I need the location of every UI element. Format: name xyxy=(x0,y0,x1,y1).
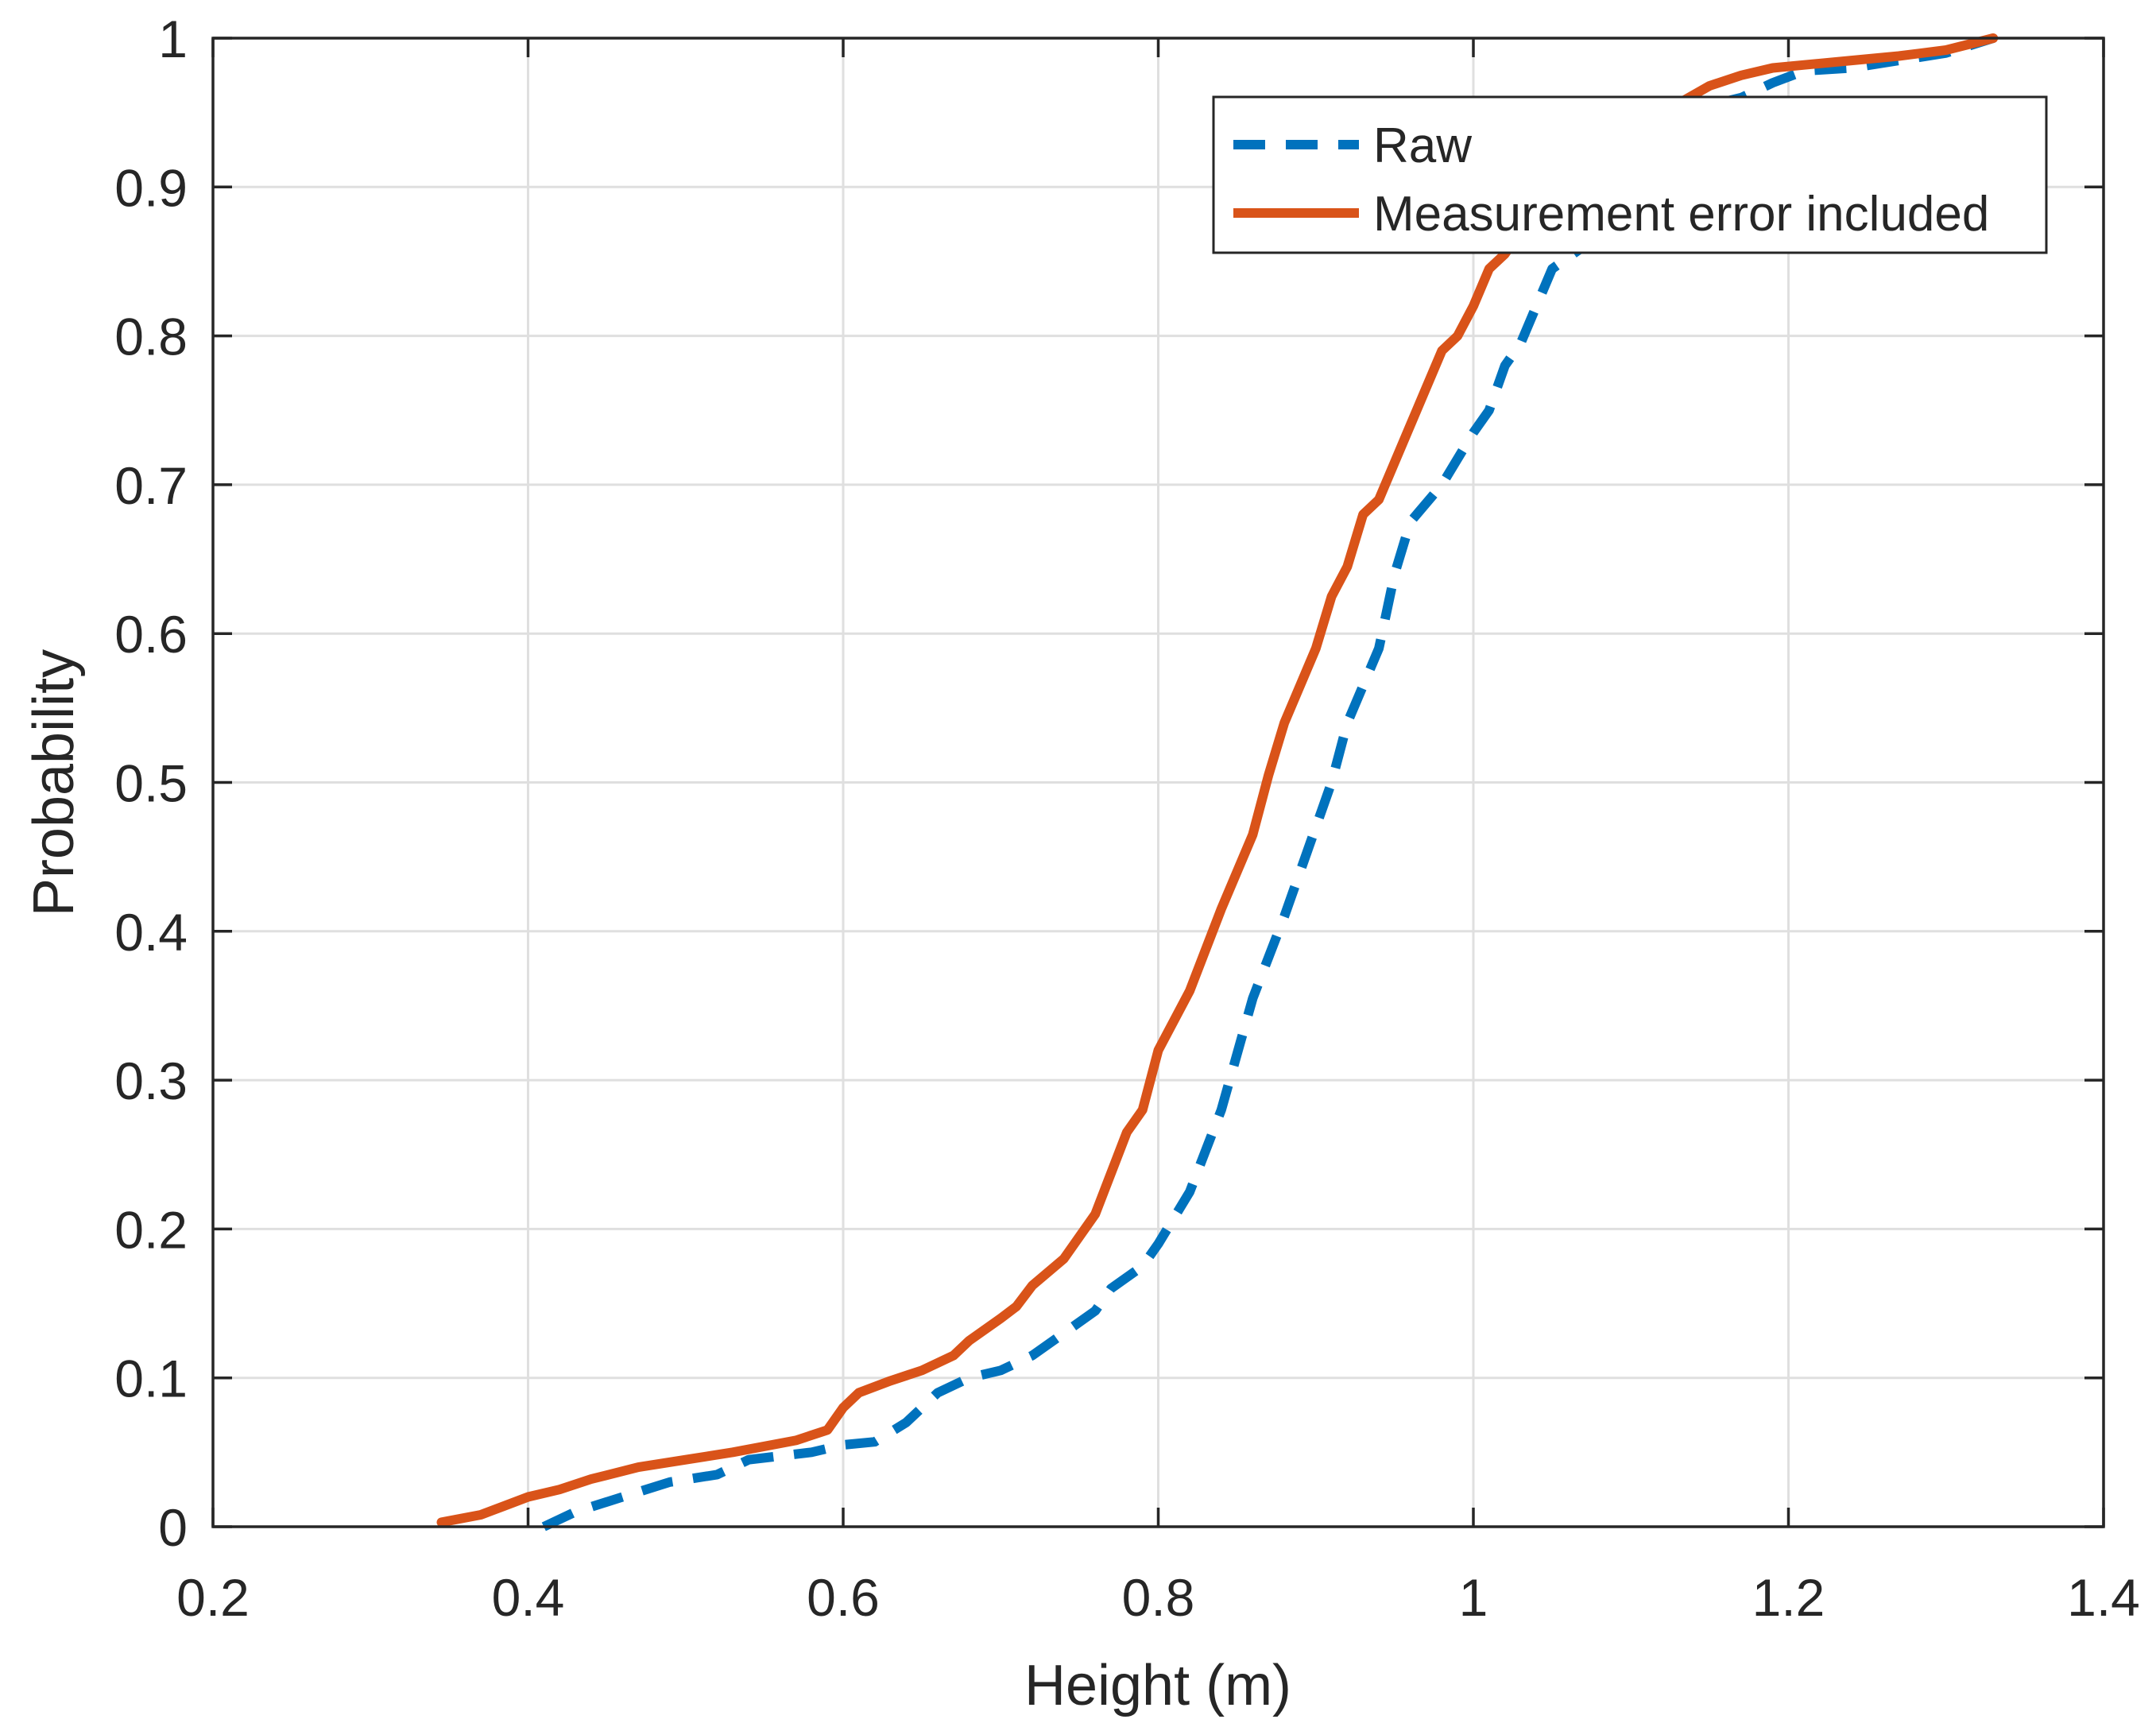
x-tick-labels: 0.2 0.4 0.6 0.8 1 1.2 1.4 xyxy=(176,1568,2140,1627)
x-tick-label: 0.8 xyxy=(1122,1568,1195,1627)
x-tick-label: 0.2 xyxy=(176,1568,250,1627)
x-tick-label: 1.4 xyxy=(2067,1568,2140,1627)
x-axis-ticks xyxy=(211,38,2105,1527)
y-tick-label: 0.8 xyxy=(114,308,188,366)
y-tick-label: 0.4 xyxy=(114,903,188,962)
x-tick-label: 0.6 xyxy=(807,1568,880,1627)
x-tick-label: 1.2 xyxy=(1752,1568,1825,1627)
y-tick-label: 0.3 xyxy=(114,1051,188,1110)
y-axis-ticks xyxy=(213,37,2104,1528)
y-tick-label: 0.9 xyxy=(114,158,188,217)
legend: Raw Measurement error included xyxy=(1212,95,2048,254)
x-tick-label: 1 xyxy=(1459,1568,1488,1627)
y-tick-label: 0.2 xyxy=(114,1200,188,1259)
y-tick-label: 0.6 xyxy=(114,605,188,664)
y-tick-label: 0.5 xyxy=(114,754,188,813)
y-tick-label: 0.7 xyxy=(114,456,188,515)
y-tick-label: 1 xyxy=(158,10,188,68)
y-tick-labels: 0 0.1 0.2 0.3 0.4 0.5 0.6 0.7 0.8 0.9 1 xyxy=(114,10,188,1557)
y-tick-label: 0.1 xyxy=(114,1349,188,1408)
legend-label-raw: Raw xyxy=(1373,118,1472,173)
legend-box xyxy=(1212,95,2048,254)
x-tick-label: 0.4 xyxy=(492,1568,565,1627)
y-tick-label: 0 xyxy=(158,1498,188,1557)
x-axis-title: Height (m) xyxy=(1024,1654,1291,1717)
y-axis-title: Probability xyxy=(22,649,86,916)
legend-label-measurement-error: Measurement error included xyxy=(1373,187,1989,242)
